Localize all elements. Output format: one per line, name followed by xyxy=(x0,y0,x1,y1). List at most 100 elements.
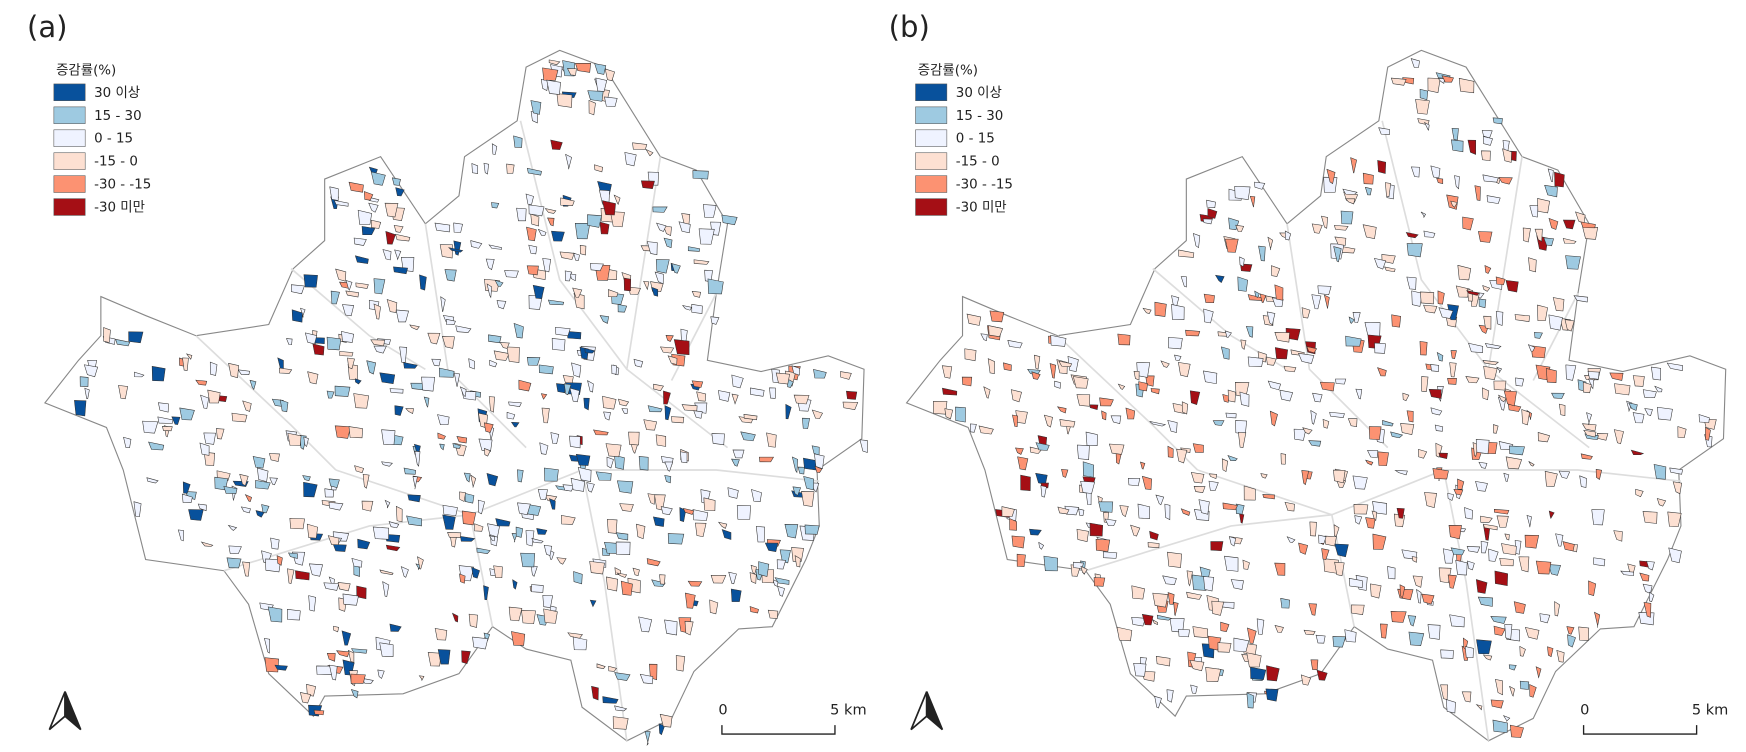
area-patch xyxy=(1430,165,1441,179)
area-patch xyxy=(1467,139,1477,155)
area-patch xyxy=(643,419,658,431)
area-patch xyxy=(517,502,531,516)
area-patch xyxy=(1181,401,1189,415)
area-patch xyxy=(1554,601,1560,617)
area-patch xyxy=(1385,182,1391,197)
area-patch xyxy=(1407,615,1417,627)
area-patch xyxy=(418,675,425,682)
area-patch xyxy=(663,225,672,237)
area-patch xyxy=(276,555,283,566)
area-patch xyxy=(1445,699,1456,714)
area-patch xyxy=(1142,307,1152,314)
area-patch xyxy=(1168,337,1183,350)
area-patch xyxy=(1419,88,1429,101)
legend-label: -15 - 0 xyxy=(956,155,1000,170)
area-patch xyxy=(264,657,279,673)
area-patch xyxy=(587,90,604,102)
area-patch xyxy=(437,432,446,440)
area-patch xyxy=(710,574,727,584)
area-patch xyxy=(542,67,559,81)
area-patch xyxy=(1138,381,1148,392)
area-patch xyxy=(1310,659,1319,670)
area-patch xyxy=(1483,365,1498,380)
area-patch xyxy=(1436,177,1444,184)
area-patch xyxy=(1394,470,1408,476)
area-patch xyxy=(334,425,351,439)
area-patch xyxy=(766,432,777,448)
area-patch xyxy=(1323,294,1330,309)
area-patch xyxy=(1390,611,1407,623)
area-patch xyxy=(1284,230,1292,241)
area-patch xyxy=(1301,307,1311,319)
area-patch xyxy=(537,489,548,501)
area-patch xyxy=(1333,524,1340,537)
area-patch xyxy=(717,521,728,529)
area-patch xyxy=(419,274,427,291)
area-patch xyxy=(409,324,420,331)
area-patch xyxy=(675,655,686,672)
area-patch xyxy=(308,563,323,577)
area-patch xyxy=(363,191,374,201)
area-patch xyxy=(606,456,614,469)
area-patch xyxy=(1321,215,1328,229)
area-patch xyxy=(1498,177,1513,185)
panel-label: (a) xyxy=(27,10,68,44)
area-patch xyxy=(1098,501,1114,513)
area-patch xyxy=(989,310,1005,323)
area-patch xyxy=(1228,536,1237,547)
area-patch xyxy=(1427,624,1441,640)
area-patch xyxy=(437,649,451,665)
area-patch xyxy=(370,219,382,229)
area-patch xyxy=(942,387,958,396)
area-patch xyxy=(484,448,491,457)
area-patch xyxy=(731,393,739,405)
area-patch xyxy=(1400,423,1415,435)
area-patch xyxy=(287,568,295,584)
area-patch xyxy=(434,222,451,233)
area-patch xyxy=(493,350,510,361)
area-patch xyxy=(640,180,655,189)
area-patch xyxy=(1128,478,1141,487)
area-patch xyxy=(804,524,820,535)
area-patch xyxy=(1260,473,1268,479)
area-patch xyxy=(1635,488,1644,498)
area-patch xyxy=(1303,629,1316,636)
legend-label: -30 미만 xyxy=(956,200,1007,216)
area-patch xyxy=(577,466,592,483)
area-patch xyxy=(528,244,538,255)
area-patch xyxy=(1180,508,1191,516)
area-patch xyxy=(1488,548,1499,562)
area-patch xyxy=(526,167,542,176)
area-patch xyxy=(671,416,685,424)
area-patch xyxy=(1424,492,1437,508)
area-patch xyxy=(209,361,218,376)
area-patch xyxy=(1104,518,1117,526)
area-patch xyxy=(516,207,527,222)
area-patch xyxy=(1377,367,1387,377)
area-patch xyxy=(532,284,545,300)
area-patch xyxy=(624,151,637,167)
area-patch xyxy=(1258,245,1266,262)
area-patch xyxy=(1080,480,1095,494)
area-patch xyxy=(591,685,599,701)
area-patch xyxy=(1649,591,1655,602)
area-patch xyxy=(1140,461,1146,470)
area-patch xyxy=(1192,626,1209,639)
area-patch xyxy=(384,202,399,218)
area-patch xyxy=(599,221,610,235)
area-patch xyxy=(1318,534,1327,544)
area-patch xyxy=(289,517,305,530)
area-patch xyxy=(444,269,457,282)
area-patch xyxy=(1630,449,1645,456)
area-patch xyxy=(1239,256,1245,268)
area-patch xyxy=(269,453,280,462)
area-patch xyxy=(840,371,852,380)
area-patch xyxy=(1333,246,1342,263)
area-patch xyxy=(302,475,311,482)
area-patch xyxy=(1595,468,1602,480)
area-patch xyxy=(1317,285,1332,295)
area-patch xyxy=(983,386,991,399)
area-patch xyxy=(842,401,859,411)
area-patch xyxy=(638,456,649,471)
area-patch xyxy=(391,177,401,186)
